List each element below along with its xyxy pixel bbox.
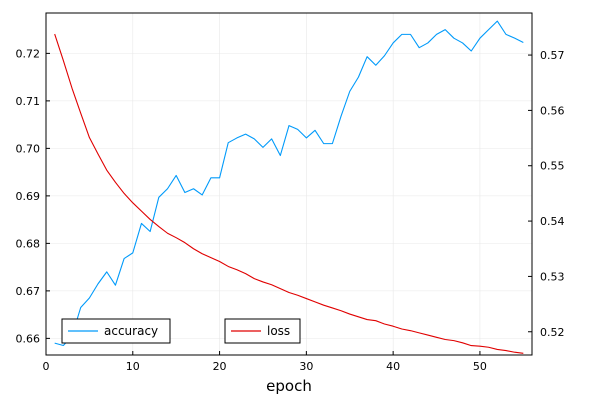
y-left-tick-label: 0.69 xyxy=(16,190,41,203)
y-left-tick-label: 0.71 xyxy=(16,95,41,108)
legend-accuracy: accuracy xyxy=(61,318,171,344)
legends: accuracy loss xyxy=(61,318,301,344)
x-axis-ticks: 0 10 20 30 40 50 xyxy=(43,351,487,373)
legend-label: accuracy xyxy=(104,324,158,338)
y-right-tick-label: 0.55 xyxy=(540,160,565,173)
legend-loss: loss xyxy=(224,318,301,344)
x-tick-label: 0 xyxy=(43,360,50,373)
grid xyxy=(45,13,532,355)
y-axis-left-ticks: 0.66 0.67 0.68 0.69 0.70 0.71 0.72 xyxy=(16,47,50,345)
y-right-tick-label: 0.56 xyxy=(540,104,565,117)
y-left-tick-label: 0.72 xyxy=(16,47,41,60)
y-right-tick-label: 0.52 xyxy=(540,326,565,339)
series-line-loss xyxy=(54,33,524,354)
y-left-tick-label: 0.66 xyxy=(16,332,41,345)
y-left-tick-label: 0.70 xyxy=(16,142,41,155)
plot-frame xyxy=(45,12,533,356)
y-right-tick-label: 0.57 xyxy=(540,49,565,62)
y-left-tick-label: 0.67 xyxy=(16,285,41,298)
legend-label: loss xyxy=(267,324,290,338)
y-left-tick-label: 0.68 xyxy=(16,237,41,250)
series-line-accuracy xyxy=(54,20,524,347)
x-axis-label: epoch xyxy=(266,377,312,395)
x-tick-label: 40 xyxy=(386,360,400,373)
x-tick-label: 50 xyxy=(473,360,487,373)
y-right-tick-label: 0.53 xyxy=(540,270,565,283)
x-tick-label: 20 xyxy=(213,360,227,373)
x-tick-label: 30 xyxy=(299,360,313,373)
y-axis-right-ticks: 0.52 0.53 0.54 0.55 0.56 0.57 xyxy=(528,49,565,339)
x-tick-label: 10 xyxy=(126,360,140,373)
y-right-tick-label: 0.54 xyxy=(540,215,565,228)
series-lines xyxy=(54,20,524,354)
